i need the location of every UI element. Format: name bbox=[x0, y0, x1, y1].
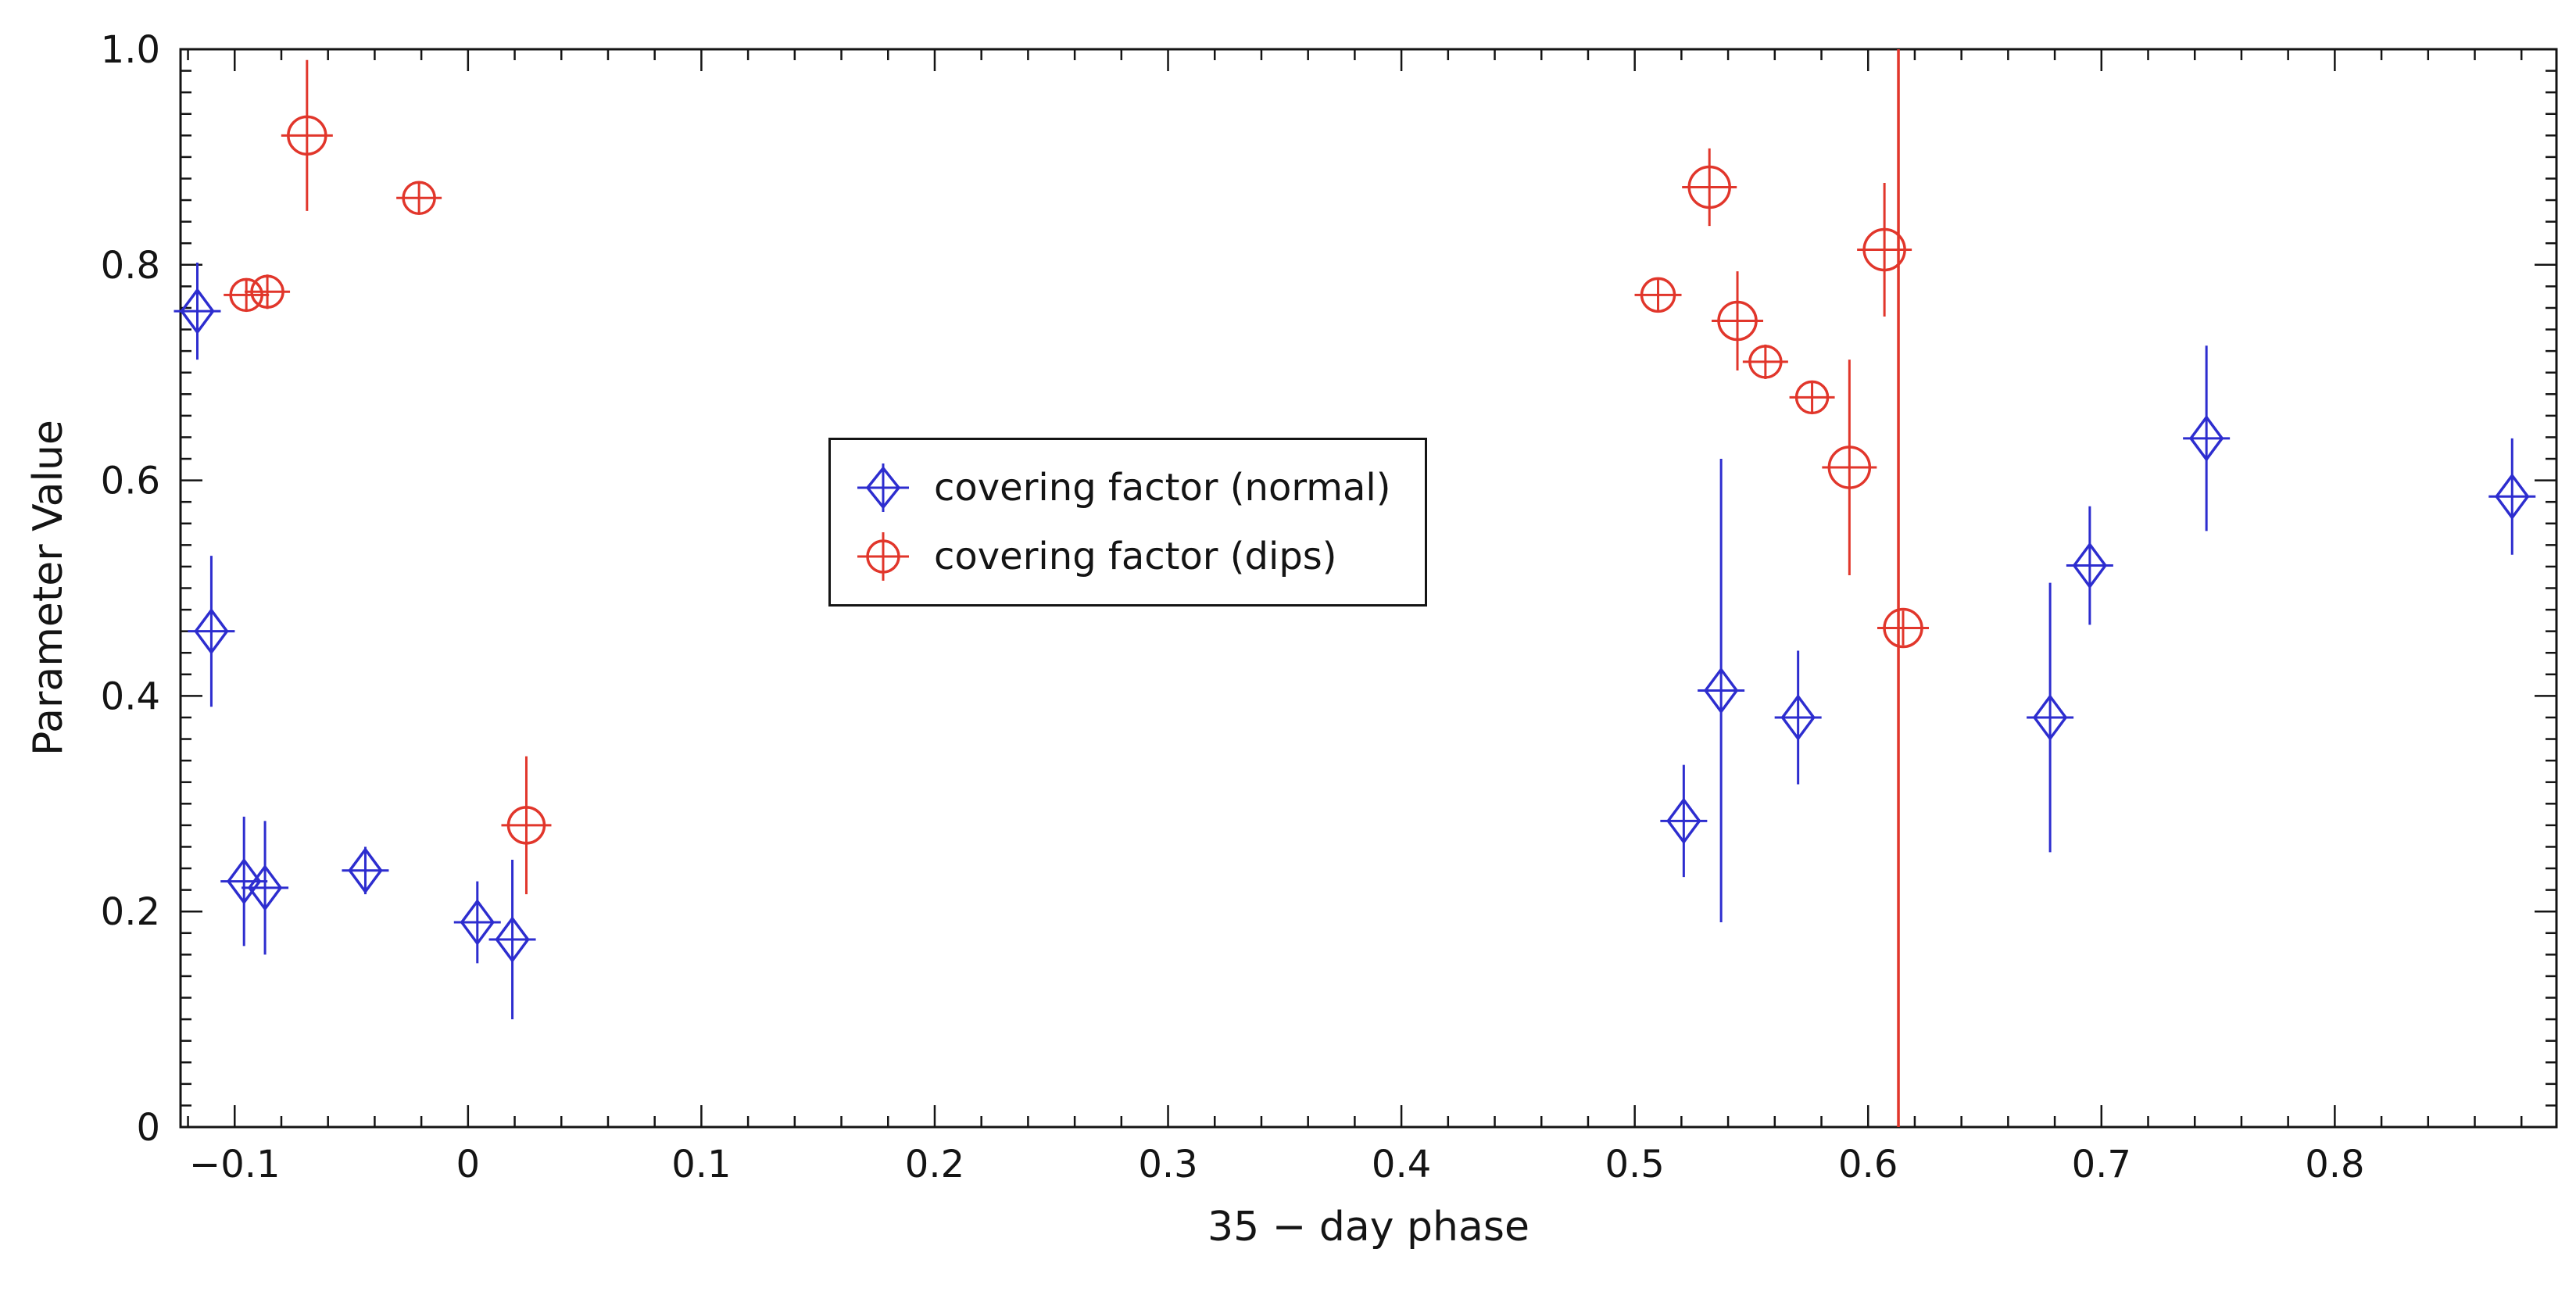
data-point-circle bbox=[1748, 345, 1783, 379]
data-point-circle bbox=[1640, 277, 1676, 313]
data-point-diamond bbox=[1703, 667, 1739, 714]
x-tick-label: 0.8 bbox=[2305, 1143, 2364, 1186]
x-tick-label: 0.6 bbox=[1838, 1143, 1898, 1186]
data-point-circle bbox=[1687, 165, 1731, 209]
x-tick-label: 0.5 bbox=[1605, 1143, 1664, 1186]
data-point-circle bbox=[506, 806, 546, 845]
x-tick-label: −0.1 bbox=[189, 1143, 281, 1186]
y-tick-label: 0.6 bbox=[101, 460, 160, 503]
data-point-diamond bbox=[348, 846, 383, 894]
data-point-circle bbox=[1794, 380, 1830, 415]
x-tick-label: 0.1 bbox=[671, 1143, 731, 1186]
data-point-diamond bbox=[2495, 473, 2530, 521]
legend: covering factor (normal) covering factor… bbox=[828, 438, 1428, 607]
data-point-circle bbox=[1862, 227, 1906, 272]
data-point-diamond bbox=[495, 916, 530, 963]
y-tick-label: 0.2 bbox=[101, 890, 160, 934]
data-point-diamond bbox=[194, 607, 229, 655]
data-point-diamond bbox=[1780, 694, 1816, 741]
x-tick-label: 0.7 bbox=[2072, 1143, 2131, 1186]
legend-item-normal: covering factor (normal) bbox=[854, 459, 1390, 517]
y-axis-label: Parameter Value bbox=[25, 420, 72, 756]
data-point-diamond bbox=[1666, 797, 1701, 845]
data-point-diamond bbox=[460, 899, 495, 946]
data-point-circle bbox=[229, 277, 263, 313]
x-tick-label: 0.2 bbox=[905, 1143, 964, 1186]
data-point-circle bbox=[402, 181, 436, 216]
legend-label-normal: covering factor (normal) bbox=[934, 466, 1391, 510]
data-point-diamond bbox=[2032, 694, 2068, 741]
data-point-diamond bbox=[247, 864, 283, 911]
data-point-diamond bbox=[2072, 542, 2108, 589]
data-point-circle bbox=[1717, 300, 1758, 342]
data-point-circle bbox=[250, 274, 284, 310]
series-normal bbox=[174, 263, 2536, 1020]
y-tick-label: 0 bbox=[136, 1106, 160, 1150]
data-point-diamond bbox=[227, 857, 262, 905]
dips-marker-icon bbox=[857, 532, 909, 581]
data-point-circle bbox=[1883, 607, 1923, 649]
y-tick-label: 0.4 bbox=[101, 675, 160, 718]
data-point-circle bbox=[287, 115, 327, 156]
data-point-diamond bbox=[180, 288, 215, 335]
series-dips bbox=[224, 59, 1930, 895]
x-tick-label: 0.4 bbox=[1372, 1143, 1431, 1186]
data-point-diamond bbox=[2188, 414, 2224, 462]
y-tick-label: 0.8 bbox=[101, 244, 160, 288]
data-point-circle bbox=[1827, 446, 1872, 489]
normal-marker-icon bbox=[857, 463, 909, 512]
y-tick-label: 1.0 bbox=[101, 28, 160, 72]
x-tick-label: 0.3 bbox=[1138, 1143, 1197, 1186]
x-tick-label: 0 bbox=[456, 1143, 481, 1186]
legend-item-dips: covering factor (dips) bbox=[854, 528, 1390, 585]
legend-label-dips: covering factor (dips) bbox=[934, 535, 1337, 578]
x-axis-label: 35 − day phase bbox=[1208, 1204, 1530, 1251]
